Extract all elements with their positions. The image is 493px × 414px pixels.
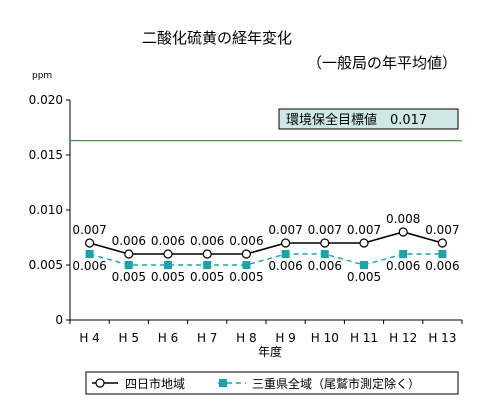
x-tick-label: H 10 [311, 331, 339, 345]
chart-title: 二酸化硫黄の経年変化 [142, 29, 292, 47]
y-tick-label: 0.005 [29, 258, 63, 272]
series-2-point [85, 250, 94, 258]
data-label: 0.006 [151, 234, 185, 248]
series-1-point [398, 227, 408, 237]
series-2-point [164, 261, 172, 269]
data-label: 0.005 [347, 270, 381, 284]
y-tick-label: 0.020 [29, 93, 63, 107]
x-tick-label: H 5 [119, 331, 139, 345]
data-label: 0.006 [112, 234, 146, 248]
legend-marker-2 [219, 379, 227, 387]
legend: 四日市地域 三重県全域（尾鷲市測定除く） [85, 371, 459, 395]
data-label: 0.008 [386, 212, 420, 226]
data-label: 0.006 [229, 234, 263, 248]
series-2-point [438, 250, 447, 258]
data-label: 0.007 [72, 223, 106, 237]
data-label: 0.006 [268, 259, 302, 273]
x-tick-label: H 4 [79, 331, 99, 345]
series-2-point [281, 250, 290, 258]
series-2-point [203, 261, 212, 269]
series-line-2 [89, 253, 443, 266]
data-label: 0.007 [347, 223, 381, 237]
x-tick-label: H 8 [236, 331, 256, 345]
y-tick-label: 0.015 [29, 148, 63, 162]
series-1-point [163, 249, 173, 259]
data-label: 0.006 [425, 259, 459, 273]
data-label: 0.006 [190, 234, 224, 248]
series-1-point [320, 238, 330, 248]
data-label: 0.007 [308, 223, 342, 237]
x-axis-title: 年度 [258, 344, 282, 359]
legend-marker-1 [95, 378, 105, 388]
data-label: 0.005 [151, 270, 185, 284]
target-label: 環境保全目標値 0.017 [286, 112, 427, 128]
legend-label-2: 三重県全域（尾鷲市測定除く） [252, 376, 420, 391]
legend-box [85, 371, 459, 395]
y-tick-label: 0 [55, 313, 63, 327]
x-tick-label: H 13 [428, 331, 456, 345]
series-2-point [320, 250, 329, 258]
plot-area: 0 0.005 0.010 0.015 0.020 H 4 H 5 H 6 H 7 H 8 H 9 H… [29, 93, 463, 345]
chart-subtitle: （一般局の年平均値） [307, 54, 457, 72]
series-1-point [359, 238, 369, 248]
series-2-point [399, 250, 408, 258]
series-2-point [242, 261, 251, 269]
series-1-point [437, 238, 447, 248]
data-label: 0.006 [72, 259, 106, 273]
series-1-point [202, 249, 212, 259]
data-label: 0.006 [386, 259, 420, 273]
target-label-box [278, 108, 459, 130]
data-label: 0.005 [112, 270, 146, 284]
data-label: 0.007 [268, 223, 302, 237]
series-1-point [281, 238, 291, 248]
x-tick-label: H 9 [275, 331, 295, 345]
data-label: 0.006 [308, 259, 342, 273]
x-tick-label: H 11 [350, 331, 378, 345]
x-tick-label: H 7 [197, 331, 217, 345]
y-axis-unit: ppm [32, 71, 52, 81]
x-tick-label: H 12 [389, 331, 417, 345]
legend-label-1: 四日市地域 [125, 376, 185, 391]
x-tick-label: H 6 [158, 331, 178, 345]
data-label: 0.005 [229, 270, 263, 284]
series-2-point [360, 261, 368, 269]
data-label: 0.005 [190, 270, 224, 284]
y-tick-label: 0.010 [29, 203, 63, 217]
series-1-point [84, 238, 95, 248]
series-line-1 [89, 231, 443, 255]
series-1-point [241, 249, 251, 259]
series-1-point [124, 249, 134, 259]
series-2-point [124, 261, 133, 269]
data-label: 0.007 [425, 223, 459, 237]
